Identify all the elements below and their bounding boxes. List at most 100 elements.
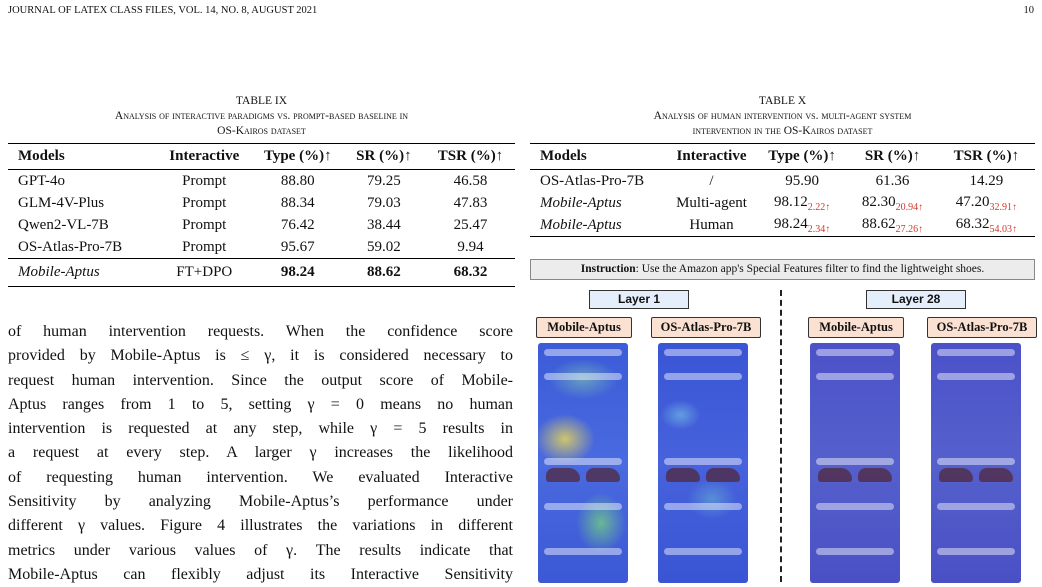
cell-value: GLM-4V-Plus: [18, 194, 105, 211]
shoe-image: [586, 468, 620, 482]
table-cell: 38.44: [342, 214, 426, 236]
table-cell: 46.58: [426, 170, 515, 193]
shoe-image: [546, 468, 580, 482]
table: Models Interactive Type (%)↑ SR (%)↑ TSR (%)…: [8, 143, 515, 287]
ui-bar: [937, 458, 1015, 465]
ui-bar: [544, 373, 622, 380]
table-cell: Prompt: [155, 214, 254, 236]
ui-bar: [664, 503, 742, 510]
table-cell: Prompt: [155, 170, 254, 193]
table-cell: Prompt: [155, 236, 254, 259]
cell-value: 98.12: [774, 193, 808, 210]
cell-value: 47.83: [453, 194, 488, 211]
cell-value: 88.80: [280, 172, 315, 189]
cell-value: GPT-4o: [18, 172, 65, 189]
header-row: Models Interactive Type (%)↑ SR (%)↑ TSR (%)…: [8, 143, 515, 170]
table-cell: GPT-4o: [8, 170, 155, 193]
layer-label: Layer 28: [866, 290, 966, 309]
cell-value: FT+DPO: [176, 264, 233, 280]
table-cell: 47.2032.91↑: [938, 192, 1035, 214]
caption-line: OS-Kairos dataset: [217, 125, 306, 137]
model-label: OS-Atlas-Pro-7B: [651, 317, 761, 338]
ui-bar: [937, 349, 1015, 356]
table-row: Mobile-Aptus FT+DPO 98.24 88.62 68.32: [8, 258, 515, 287]
table-row: GLM-4V-Plus Prompt 88.34 79.03 47.83: [8, 192, 515, 214]
table-cell: 59.02: [342, 236, 426, 259]
attention-map: [810, 343, 900, 583]
cell-value: 76.42: [280, 216, 315, 233]
shoe-image: [939, 468, 973, 482]
table: Models Interactive Type (%)↑ SR (%)↑ TSR (%)…: [530, 143, 1035, 237]
ui-bar: [664, 373, 742, 380]
cell-value: Human: [689, 216, 734, 233]
text-line: Aptus ranges from 1 to 5, setting γ = 0 …: [8, 395, 513, 413]
table-cell: 82.3020.94↑: [847, 192, 938, 214]
table-cell: 68.32: [425, 258, 515, 287]
cell-value: Prompt: [182, 238, 227, 255]
running-header: JOURNAL OF LATEX CLASS FILES, VOL. 14, N…: [8, 5, 318, 16]
ui-bar: [544, 503, 622, 510]
cell-value: 95.90: [785, 172, 819, 189]
shoe-image: [818, 468, 852, 482]
table-cell: 68.3254.03↑: [938, 214, 1035, 237]
table-label: TABLE X: [758, 95, 807, 107]
cell-value: 68.32: [453, 264, 488, 280]
table-cell: Multi-agent: [666, 192, 757, 214]
text-line: Sensitivity by analyzing Mobile-Aptus’s …: [8, 493, 513, 511]
column-header: SR (%)↑: [847, 143, 938, 170]
cell-value: Mobile-Aptus: [540, 216, 622, 233]
table-caption: TABLE IX Analysis of interactive paradig…: [8, 94, 515, 139]
table-cell: 25.47: [426, 214, 515, 236]
model-label: Mobile-Aptus: [536, 317, 632, 338]
cell-value: Mobile-Aptus: [18, 264, 100, 280]
column-header: Interactive: [666, 143, 757, 170]
table-cell: 88.6227.26↑: [847, 214, 938, 237]
table-cell: Mobile-Aptus: [8, 258, 155, 287]
table-cell: Human: [666, 214, 757, 237]
table-cell: 79.03: [342, 192, 426, 214]
cell-value: 88.62: [366, 264, 401, 280]
cell-value: Prompt: [182, 172, 227, 189]
text-line: request human intervention. Since the ou…: [8, 371, 513, 389]
ui-bar: [544, 548, 622, 555]
column-header: TSR (%)↑: [937, 143, 1035, 170]
table-label: TABLE IX: [235, 95, 288, 107]
attention-map: [538, 343, 628, 583]
instruction: Instruction: Use the Amazon app's Specia…: [530, 259, 1035, 280]
model-label: OS-Atlas-Pro-7B: [927, 317, 1037, 338]
ui-bar: [816, 458, 894, 465]
shoe-image: [666, 468, 700, 482]
cell-gain: 32.91↑: [989, 201, 1018, 213]
ui-bar: [664, 548, 742, 555]
text-line: provided by Mobile-Aptus is ≤ γ, it is c…: [8, 347, 514, 365]
table-cell: Qwen2-VL-7B: [8, 214, 155, 236]
cell-value: /: [709, 172, 714, 189]
cell-gain: 2.34↑: [807, 223, 831, 235]
page-number: 10: [1023, 5, 1035, 16]
text-line: of requesting human intervention. We eva…: [8, 468, 513, 486]
table-caption: TABLE X Analysis of human intervention v…: [530, 94, 1035, 139]
instruction-text: : Use the Amazon app's Special Features …: [635, 263, 985, 275]
text-line: metrics under various values of γ. The r…: [8, 541, 513, 559]
table-cell: /: [666, 170, 757, 193]
table-cell: Mobile-Aptus: [530, 192, 666, 214]
table-cell: 98.24: [253, 258, 342, 287]
table-cell: 79.25: [342, 170, 426, 193]
ui-bar: [816, 503, 894, 510]
table-row: Qwen2-VL-7B Prompt 76.42 38.44 25.47: [8, 214, 515, 236]
table-cell: FT+DPO: [154, 258, 254, 287]
cell-value: 98.24: [774, 215, 808, 232]
table-row: Mobile-Aptus Multi-agent 98.122.22↑ 82.3020…: [530, 192, 1035, 214]
cell-value: 88.34: [280, 194, 315, 211]
header-row: Models Interactive Type (%)↑ SR (%)↑ TSR (%)…: [530, 143, 1035, 170]
cell-value: 46.58: [453, 172, 488, 189]
table-cell: Prompt: [155, 192, 254, 214]
text-line: intervention is requested at any step, w…: [8, 420, 513, 438]
body-text: of human intervention requests. When the…: [8, 320, 513, 587]
ui-bar: [816, 548, 894, 555]
ui-bar: [664, 458, 742, 465]
cell-value: Qwen2-VL-7B: [18, 216, 109, 233]
cell-gain: 54.03↑: [989, 223, 1018, 235]
table-cell: OS-Atlas-Pro-7B: [530, 170, 666, 193]
